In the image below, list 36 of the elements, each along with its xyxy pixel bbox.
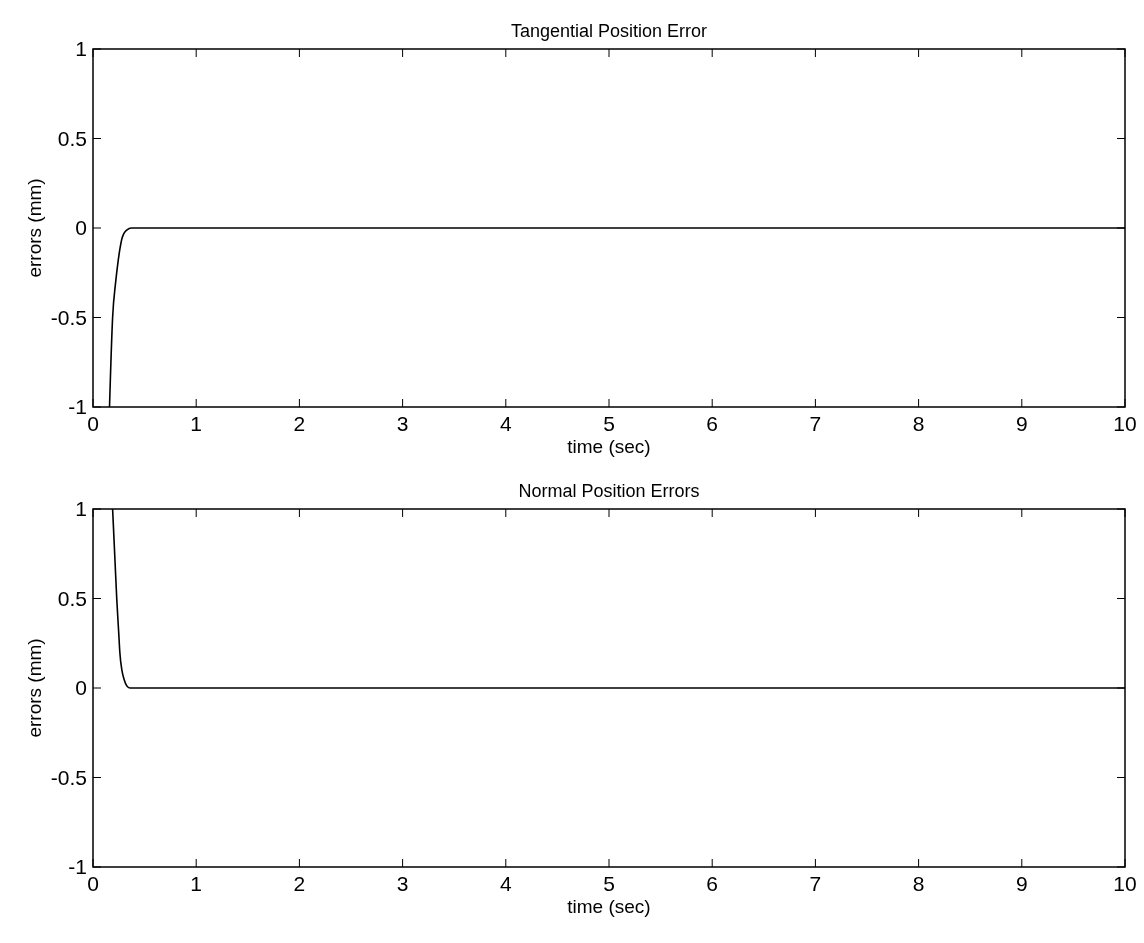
x-tick-label: 7: [809, 412, 822, 435]
x-tick-label: 3: [396, 412, 409, 435]
chart-title: Normal Position Errors: [518, 481, 700, 501]
x-tick-label: 9: [1015, 872, 1028, 895]
x-tick-label: 5: [603, 872, 615, 895]
x-tick-label: 10: [1113, 412, 1137, 435]
x-tick-label: 4: [499, 412, 512, 435]
x-tick-label: 2: [293, 412, 306, 435]
y-tick-label: 0: [75, 676, 87, 699]
x-tick-label: 5: [603, 412, 615, 435]
x-tick-label: 1: [190, 872, 203, 895]
x-tick-label: 8: [912, 872, 925, 895]
y-axis-title: errors (mm): [24, 178, 45, 278]
x-tick-label: 4: [499, 872, 512, 895]
x-tick-label: 7: [809, 872, 822, 895]
y-tick-label: -1: [68, 395, 87, 418]
x-tick-label: 3: [396, 872, 409, 895]
y-tick-label: 0: [75, 216, 87, 239]
y-tick-label: -0.5: [50, 765, 87, 789]
x-tick-label: 2: [293, 872, 306, 895]
y-axis-title: errors (mm): [24, 638, 45, 738]
x-axis-title: time (sec): [567, 896, 651, 917]
y-tick-label: 0.5: [57, 586, 87, 610]
y-tick-label: -0.5: [50, 305, 87, 329]
y-tick-label: 1: [75, 37, 87, 60]
x-tick-label: 9: [1015, 412, 1028, 435]
x-tick-label: 10: [1113, 872, 1137, 895]
x-tick-label: 6: [706, 412, 719, 435]
y-tick-label: 1: [75, 497, 87, 520]
x-tick-label: 1: [190, 412, 203, 435]
y-tick-label: 0.5: [57, 126, 87, 150]
chart-title: Tangential Position Error: [510, 21, 708, 41]
x-axis-title: time (sec): [567, 436, 651, 457]
x-tick-label: 6: [706, 872, 719, 895]
y-tick-label: -1: [68, 855, 87, 878]
x-tick-label: 8: [912, 412, 925, 435]
